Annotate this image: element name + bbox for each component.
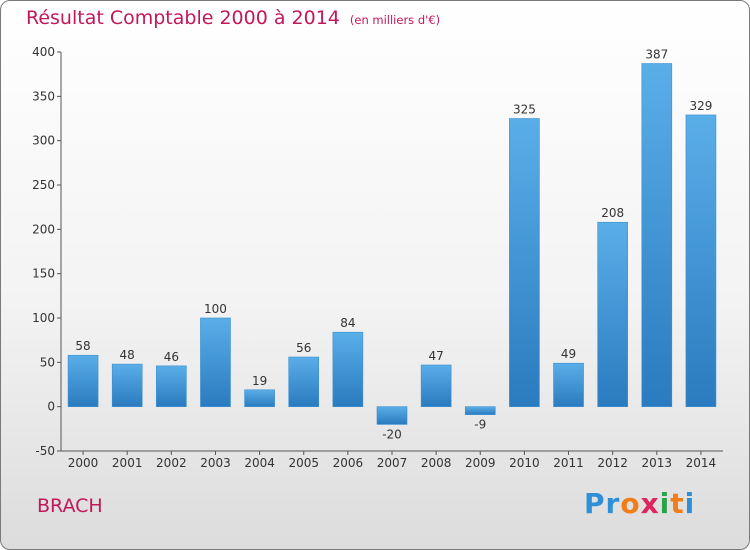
data-label-2008: 47 <box>428 349 443 363</box>
commune-name: BRACH <box>37 495 103 517</box>
chart-axes: 400 350 300 250 200 150 100 50 0 -50 2000 2001 2002 2… <box>32 45 723 470</box>
x-tick-label: 2008 <box>421 456 452 470</box>
logo-letter: o <box>620 487 641 520</box>
bar-2014 <box>685 114 717 407</box>
logo-letter: P <box>584 487 606 520</box>
data-label-2010: 325 <box>513 103 536 117</box>
y-tick-label: 350 <box>32 89 55 103</box>
y-tick-label: 100 <box>32 311 55 325</box>
x-tick-label: 2006 <box>333 456 364 470</box>
bar-2009 <box>464 406 496 415</box>
data-label-2000: 58 <box>75 339 90 353</box>
logo-letter: x <box>640 487 660 520</box>
y-tick-label: 250 <box>32 178 55 192</box>
data-label-2007: -20 <box>382 427 402 441</box>
bar-2005 <box>288 356 320 407</box>
bar-2004 <box>244 389 275 407</box>
data-label-2003: 100 <box>204 302 227 316</box>
chart-bars <box>67 63 717 425</box>
logo-letter: i <box>684 487 696 520</box>
data-label-2002: 46 <box>164 350 179 364</box>
bar-2003 <box>200 317 231 407</box>
x-tick-label: 2010 <box>509 456 540 470</box>
bar-2000 <box>67 354 99 407</box>
x-tick-label: 2011 <box>553 456 584 470</box>
data-label-2012: 208 <box>601 206 624 220</box>
bar-2001 <box>111 363 143 407</box>
x-tick-label: 2000 <box>68 456 99 470</box>
x-tick-label: 2009 <box>465 456 496 470</box>
x-tick-label: 2001 <box>112 456 143 470</box>
x-tick-label: 2003 <box>200 456 231 470</box>
data-label-2009: -9 <box>474 418 486 432</box>
y-tick-label: 200 <box>32 222 55 236</box>
bar-2007 <box>376 406 408 425</box>
x-tick-label: 2012 <box>597 456 628 470</box>
y-tick-label: -50 <box>35 444 55 458</box>
data-label-2011: 49 <box>561 347 576 361</box>
data-label-2014: 329 <box>689 99 712 113</box>
y-tick-label: 400 <box>32 45 55 59</box>
x-tick-label: 2004 <box>244 456 275 470</box>
chart-title: Résultat Comptable 2000 à 2014 (en millie… <box>26 7 440 29</box>
x-tick-label: 2002 <box>156 456 187 470</box>
data-label-2005: 56 <box>296 341 311 355</box>
y-tick-label: 0 <box>47 400 55 414</box>
proxiti-logo: Proxiti <box>584 487 695 520</box>
bar-2006 <box>332 331 364 407</box>
y-tick-label: 50 <box>40 355 55 369</box>
data-label-2013: 387 <box>645 48 668 62</box>
data-label-2001: 48 <box>120 348 135 362</box>
chart-title-unit: (en milliers d'€) <box>349 13 441 27</box>
data-label-2004: 19 <box>252 374 267 388</box>
bar-2011 <box>553 362 584 407</box>
logo-letter: t <box>670 487 685 520</box>
x-tick-label: 2013 <box>642 456 673 470</box>
bar-2002 <box>156 365 187 407</box>
chart-title-main: Résultat Comptable 2000 à 2014 <box>26 7 340 29</box>
bar-2012 <box>597 221 628 407</box>
x-tick-label: 2005 <box>288 456 319 470</box>
bar-2008 <box>420 364 452 407</box>
y-tick-label: 150 <box>32 267 55 281</box>
chart-data-labels: 58 48 46 100 19 56 84 -20 47 -9 325 49 208 387 329 <box>75 48 712 442</box>
bar-2010 <box>509 118 540 407</box>
logo-letter: i <box>659 487 671 520</box>
x-tick-label: 2014 <box>686 456 717 470</box>
y-tick-label: 300 <box>32 134 55 148</box>
bar-2013 <box>641 63 673 407</box>
data-label-2006: 84 <box>340 316 355 330</box>
logo-letter: r <box>605 487 621 520</box>
x-tick-label: 2007 <box>377 456 408 470</box>
